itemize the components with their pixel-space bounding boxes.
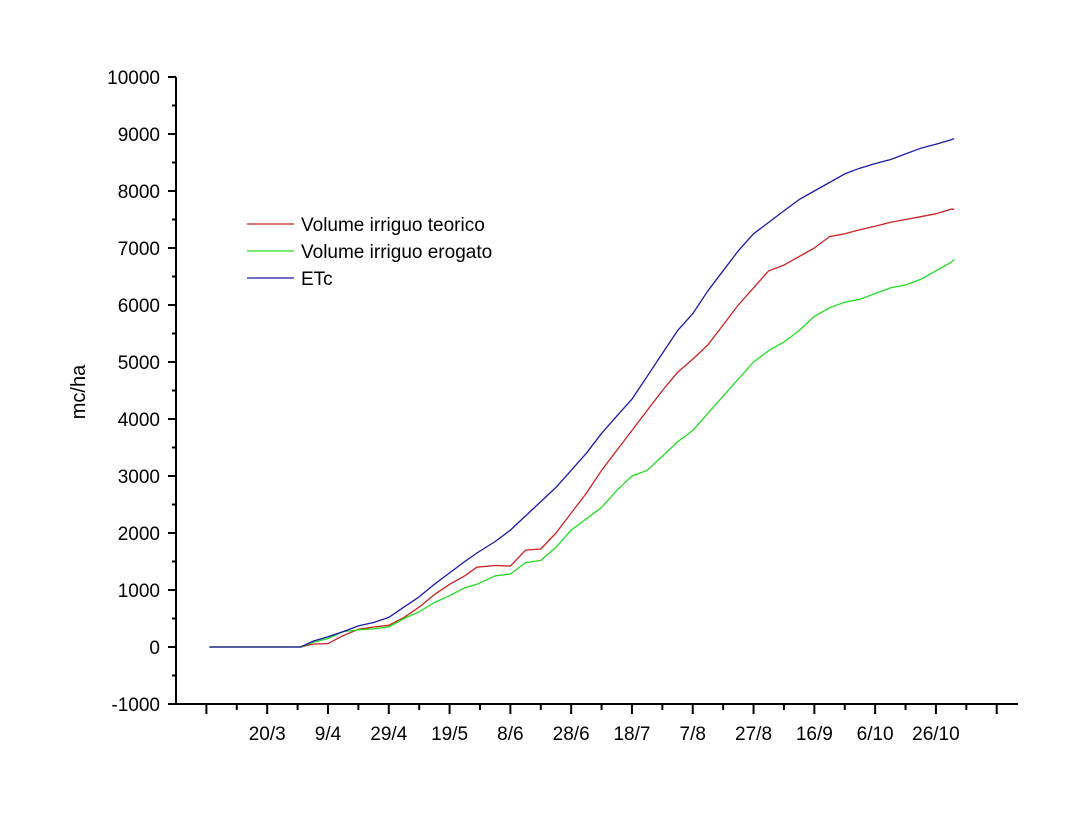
legend-label: ETc	[301, 269, 333, 290]
series-line-1	[209, 208, 955, 648]
y-tick-label: 9000	[118, 125, 160, 146]
y-tick-label: 5000	[118, 353, 160, 374]
y-tick-label: 0	[149, 638, 160, 659]
y-tick-label: 6000	[118, 296, 160, 317]
x-tick-label: 16/9	[796, 724, 833, 745]
y-tick-label: 4000	[118, 410, 160, 431]
legend: Volume irriguo teorico Volume irriguo ero…	[247, 215, 492, 290]
x-tick-label: 29/4	[370, 724, 407, 745]
y-tick-label: 3000	[118, 467, 160, 488]
x-tick-label: 7/8	[680, 724, 706, 745]
legend-label: Volume irriguo teorico	[301, 215, 485, 236]
x-tick-label: 18/7	[613, 724, 650, 745]
x-tick-label: 9/4	[315, 724, 342, 745]
y-tick-label: 1000	[118, 581, 160, 602]
legend-label: Volume irriguo erogato	[301, 242, 492, 263]
x-tick-label: 27/8	[735, 724, 772, 745]
y-tick-label: -1000	[111, 695, 160, 716]
x-tick-label: 8/6	[497, 724, 523, 745]
axes: -1000 0 1000 2000 3000 4000 5000 6000 7000 8000 90…	[107, 68, 1018, 745]
x-tick-label: 26/10	[912, 724, 960, 745]
x-tick-label: 20/3	[249, 724, 286, 745]
x-tick-label: 6/10	[857, 724, 894, 745]
y-tick-label: 10000	[107, 68, 160, 89]
series-line-2	[209, 258, 955, 648]
y-tick-label: 7000	[118, 239, 160, 260]
series-line-3	[209, 137, 955, 648]
y-tick-label: 2000	[118, 524, 160, 545]
x-tick-label: 28/6	[553, 724, 590, 745]
x-tick-label: 19/5	[431, 724, 468, 745]
y-axis-title: mc/ha	[68, 364, 90, 419]
series-lines	[209, 137, 955, 648]
y-tick-label: 8000	[118, 182, 160, 203]
